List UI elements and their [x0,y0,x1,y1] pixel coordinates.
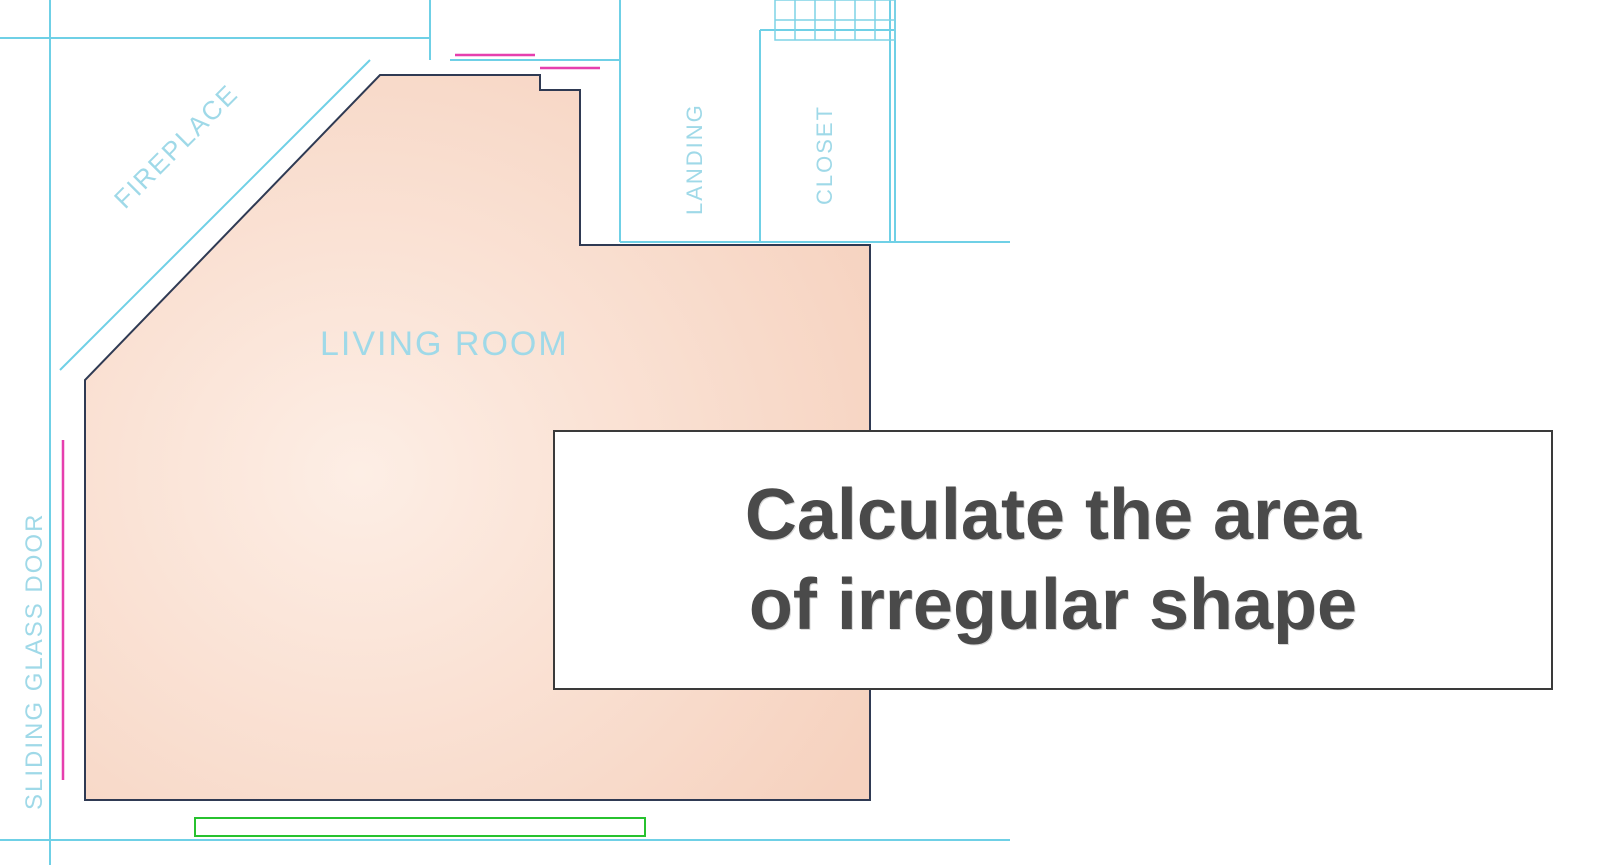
overlay-line-1: Calculate the area [745,470,1361,560]
green-door-bar [195,818,645,836]
label-living-room: LIVING ROOM [320,325,569,363]
label-landing: LANDING [682,103,707,215]
label-closet: CLOSET [812,105,837,205]
label-fireplace: FIREPLACE [108,78,244,214]
hatch-grid [775,0,895,40]
title-overlay-box: Calculate the area of irregular shape [553,430,1553,690]
overlay-line-2: of irregular shape [745,560,1361,650]
label-sliding-glass-door: SLIDING GLASS DOOR [21,513,48,810]
